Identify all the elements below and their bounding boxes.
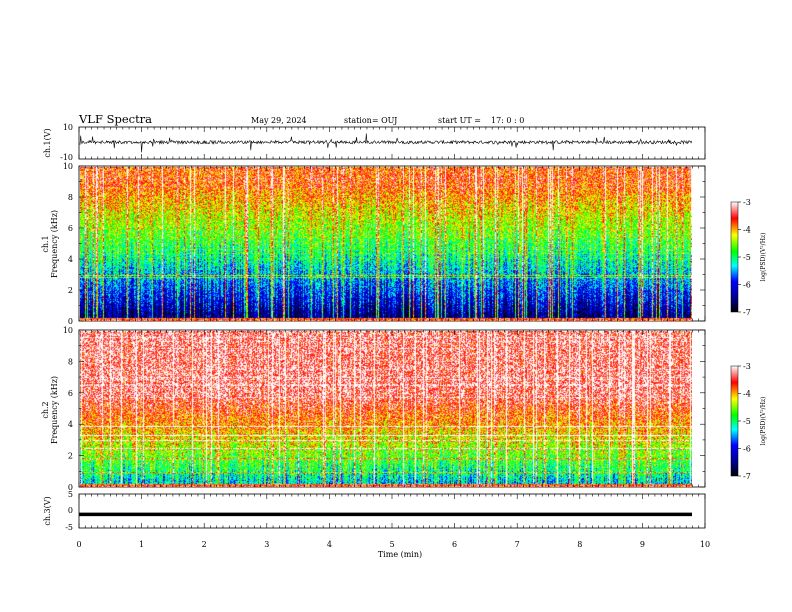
frequency-tick-label: 0 [68, 483, 73, 492]
x-tick-label: 8 [577, 540, 582, 549]
frequency-tick-label: 2 [68, 286, 73, 295]
x-tick-label: 9 [640, 540, 645, 549]
ch1-waveform-trace [79, 133, 693, 153]
ch1-waveform-panel: 10 -10 ch.1(V) [43, 123, 706, 162]
colorbar-tick-label: -5 [743, 417, 751, 426]
frequency-tick-label: 0 [68, 317, 73, 326]
ch3-ylabel: ch.3(V) [43, 496, 52, 525]
colorbar-tick-label: -3 [743, 362, 751, 371]
x-axis-label: Time (min) [378, 550, 422, 559]
x-tick-label: 1 [139, 540, 144, 549]
start-ut-label: start UT = [438, 116, 481, 125]
axis-ticks [78, 127, 741, 528]
x-tick-label: 5 [389, 540, 394, 549]
x-tick-label: 0 [76, 540, 81, 549]
frequency-tick-label: 2 [68, 452, 73, 461]
colorbar-tick-label: -3 [743, 198, 751, 207]
date-label: May 29, 2024 [251, 116, 307, 125]
x-tick-label: 4 [327, 540, 332, 549]
ch2-colorbar-label: log(PSD)(V²/Hz) [760, 397, 767, 446]
ch1-ytick-bottom: -10 [60, 153, 73, 162]
ch1-colorbar-label: log(PSD)(V²/Hz) [760, 233, 767, 282]
station-label: station= OUJ [344, 116, 397, 125]
ch3-ytick-bottom: -5 [65, 523, 73, 532]
ch2-spectrogram-panel: ch.2 Frequency (kHz) log(PSD)(V²/Hz) [41, 329, 767, 488]
colorbar-tick-label: -6 [743, 445, 751, 454]
x-tick-label: 6 [452, 540, 457, 549]
ch2-colorbar [730, 365, 739, 477]
frequency-tick-label: 8 [68, 357, 73, 366]
colorbar-tick-label: -7 [743, 308, 751, 317]
ch3-waveform-frame [78, 493, 706, 529]
colorbar-tick-label: -7 [743, 472, 751, 481]
ch2-spec-ylabel-frequency: Frequency (kHz) [50, 376, 59, 444]
frequency-tick-label: 6 [68, 389, 73, 398]
colorbar-tick-label: -5 [743, 253, 751, 262]
x-tick-label: 10 [700, 540, 710, 549]
ch2-spectrogram-image [79, 330, 692, 487]
colorbar-tick-label: -4 [743, 226, 751, 235]
frequency-tick-label: 4 [68, 420, 73, 429]
ch1-spectrogram-panel: ch.1 Frequency (kHz) log(PSD)(V²/Hz) [41, 165, 767, 322]
ch1-spec-ylabel-channel: ch.1 [41, 235, 50, 252]
start-ut-value: 17: 0 : 0 [491, 116, 524, 125]
frequency-tick-label: 4 [68, 255, 73, 264]
x-tick-label: 3 [264, 540, 269, 549]
frequency-tick-label: 10 [63, 326, 73, 335]
frequency-tick-label: 6 [68, 224, 73, 233]
x-tick-label: 2 [202, 540, 207, 549]
ch3-ytick-middle: 0 [68, 506, 73, 515]
ch1-colorbar [730, 201, 739, 313]
ch1-spectrogram-image [79, 166, 692, 321]
ch1-ytick-top: 10 [63, 123, 73, 132]
ch3-waveform-panel: 5 0 -5 ch.3(V) [43, 490, 706, 532]
axis-tick-labels: 0 1 2 3 4 5 6 7 8 9 100246810-3-4-5-6-70246810-3-4… [63, 162, 751, 549]
ch3-ytick-top: 5 [68, 490, 73, 499]
frequency-tick-label: 8 [68, 193, 73, 202]
ch2-spec-ylabel-channel: ch.2 [41, 401, 50, 418]
frequency-tick-label: 10 [63, 162, 73, 171]
colorbar-tick-label: -6 [743, 281, 751, 290]
ch1-spec-ylabel-frequency: Frequency (kHz) [50, 210, 59, 278]
figure-title: VLF Spectra [78, 112, 152, 126]
x-tick-label: 7 [515, 540, 520, 549]
colorbar-tick-label: -4 [743, 390, 751, 399]
ch1-ylabel: ch.1(V) [43, 128, 52, 157]
